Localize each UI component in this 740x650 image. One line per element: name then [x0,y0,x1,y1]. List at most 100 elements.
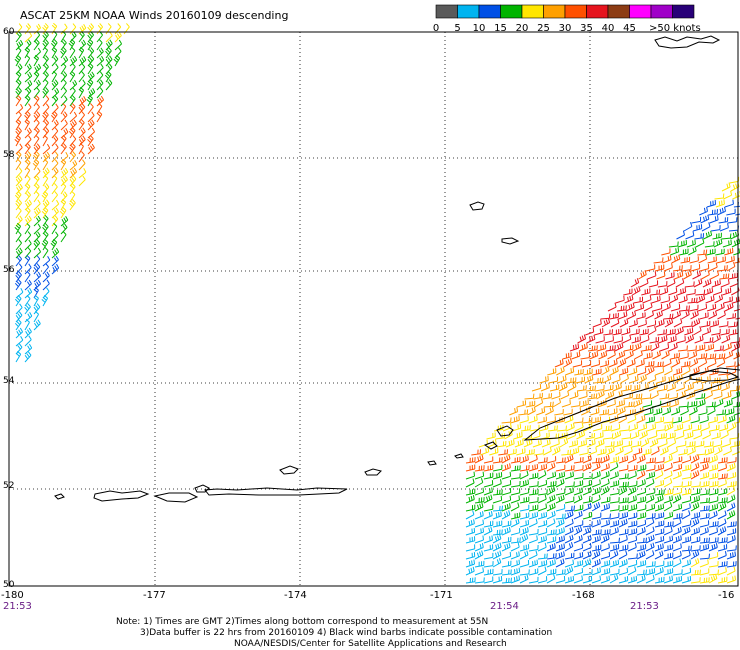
wind-barb [15,207,22,219]
wind-barb [600,560,611,568]
wind-barb [24,143,31,155]
wind-barb [465,488,476,496]
legend-box [672,4,695,19]
wind-barb [618,455,629,464]
wind-barb [654,457,665,464]
wind-barb [627,542,637,552]
wind-barb [564,526,574,536]
wind-barb [51,151,59,163]
wind-barb [24,207,31,219]
wind-barb [687,400,698,408]
wind-barb [717,510,727,520]
wind-barb [636,454,646,464]
wind-barb [51,167,59,179]
wind-barb [672,487,683,496]
wind-barb [465,510,475,520]
wind-barb [645,494,655,504]
wind-barb [492,542,502,552]
wind-barb [78,46,85,59]
wind-barb [537,527,548,536]
wind-barb [87,47,95,59]
wind-barb [645,264,656,272]
wind-barb [33,247,42,259]
legend-label: 35 [580,23,593,34]
wind-barb [626,359,636,368]
wind-barb [726,575,736,584]
wind-barb [474,527,484,536]
legend-label: 15 [494,23,507,34]
wind-barb [33,151,40,163]
wind-barb [42,55,49,67]
wind-barb [690,264,701,272]
wind-barb [678,401,689,408]
wind-barb [704,241,715,248]
wind-barb [713,345,724,352]
wind-barb [552,398,562,408]
wind-barb [42,223,49,235]
wind-barb [87,103,94,115]
wind-barb [667,438,677,448]
wind-barb [690,495,700,504]
wind-barb [78,86,85,99]
wind-barb [681,310,690,320]
wind-barb [546,480,557,488]
wind-barb [706,248,716,256]
wind-barb [718,217,729,224]
wind-barb [15,118,22,131]
wind-barb [682,321,693,328]
wind-barb [465,527,476,536]
wind-barb [719,374,729,384]
wind-barb [24,295,31,307]
wind-barb [546,456,557,464]
wind-barb [87,23,94,35]
wind-barb [706,353,717,360]
wind-barb [666,432,676,440]
island-outline [483,441,498,450]
wind-barb [564,559,574,568]
wind-barb [582,521,593,528]
wind-barb [681,559,691,568]
wind-barb [501,471,512,480]
wind-barb [703,230,713,240]
legend-label: 40 [602,23,615,34]
wind-barb [573,504,584,512]
wind-barb [42,63,49,75]
wind-barb [566,377,577,384]
wind-barb [486,432,496,440]
wind-barb [621,327,631,336]
wind-barb [657,329,667,336]
wind-barb [685,231,695,240]
wind-barb [24,63,32,75]
wind-barb [24,166,31,179]
wind-barb [471,449,481,456]
wind-barb [591,416,601,424]
wind-barb [724,247,734,256]
wind-barb [717,550,727,560]
wind-barb [114,23,122,35]
legend-label: >50 knots [649,23,701,34]
island-outline [364,468,382,476]
wind-barb [724,199,734,208]
wind-barb [42,230,49,243]
wind-barb [672,543,682,552]
wind-barb [619,367,629,376]
wind-barb [543,401,554,408]
lon-label-180: -180 [1,590,24,601]
wind-barb [51,247,60,259]
wind-barb [96,63,104,75]
wind-barb [674,374,683,384]
wind-barb [730,337,740,344]
wind-barb [663,552,674,560]
wind-barb [661,350,670,360]
wind-barb [596,390,605,400]
wind-barb [699,206,708,216]
wind-barb [672,494,682,504]
wind-barb [492,534,502,544]
wind-barb [547,368,557,376]
wind-barb [714,398,724,408]
wind-barb [613,336,623,344]
wind-barb [519,527,529,536]
wind-barb [42,143,51,155]
wind-barb [510,512,521,520]
wind-barb [690,481,701,488]
